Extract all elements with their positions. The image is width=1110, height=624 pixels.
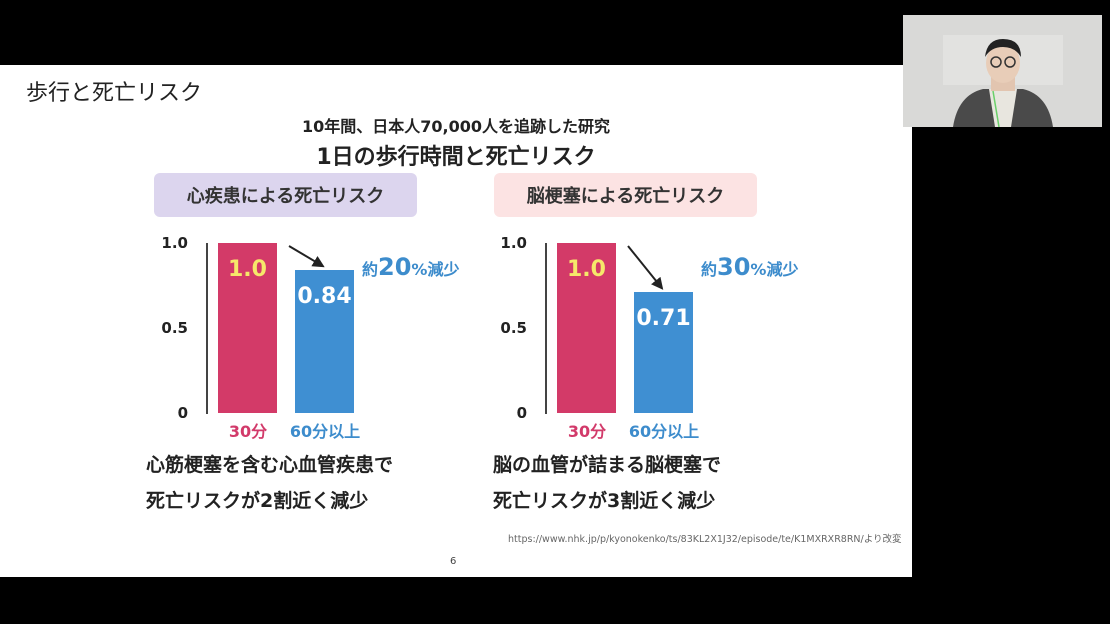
conclusion-text: 心筋梗塞を含む心血管疾患で 死亡リスクが2割近く減少: [146, 454, 394, 512]
bar-30min: [218, 243, 277, 413]
x-tick-label: 60分以上: [628, 422, 700, 441]
decrease-arrow-icon: [288, 245, 325, 268]
chart-title: 心疾患による死亡リスク: [154, 173, 417, 217]
x-tick-label: 60分以上: [289, 422, 361, 441]
y-tick-label: 0: [177, 404, 188, 422]
slide-heading: 1日の歩行時間と死亡リスク: [316, 145, 596, 170]
x-tick-label: 30分: [567, 422, 607, 441]
bar-value-label: 0.71: [636, 306, 691, 332]
bar-value-label: 1.0: [228, 257, 267, 282]
bar-value-label: 1.0: [567, 257, 606, 282]
bar-60min: [295, 270, 354, 413]
y-tick-label: 1.0: [161, 234, 188, 252]
y-axis: [206, 243, 208, 414]
y-axis: [545, 243, 547, 414]
y-tick-label: 0: [516, 404, 527, 422]
y-tick-label: 0.5: [161, 319, 188, 337]
slide-subtitle: 10年間、日本人70,000人を追跡した研究: [301, 117, 610, 136]
y-tick-label: 0.5: [500, 319, 527, 337]
bar-30min: [557, 243, 616, 413]
reduction-annotation: 約30%減少: [701, 253, 799, 281]
chart-title: 脳梗塞による死亡リスク: [494, 173, 757, 217]
decrease-arrow-icon: [627, 245, 664, 290]
x-tick-label: 30分: [228, 422, 268, 441]
conclusion-text: 脳の血管が詰まる脳梗塞で 死亡リスクが3割近く減少: [493, 454, 722, 512]
source-citation: https://www.nhk.jp/p/kyonokenko/ts/83KL2…: [508, 534, 902, 545]
page-number: 6: [450, 556, 457, 567]
bar-value-label: 0.84: [297, 284, 352, 310]
reduction-annotation: 約20%減少: [362, 253, 460, 281]
slide-title: 歩行と死亡リスク: [26, 81, 203, 106]
bar-60min: [634, 292, 693, 413]
presentation-slide: 歩行と死亡リスク 10年間、日本人70,000人を追跡した研究 1日の歩行時間と…: [0, 65, 912, 577]
presenter-icon: [903, 15, 1102, 127]
webcam-video: [903, 15, 1102, 127]
y-tick-label: 1.0: [500, 234, 527, 252]
